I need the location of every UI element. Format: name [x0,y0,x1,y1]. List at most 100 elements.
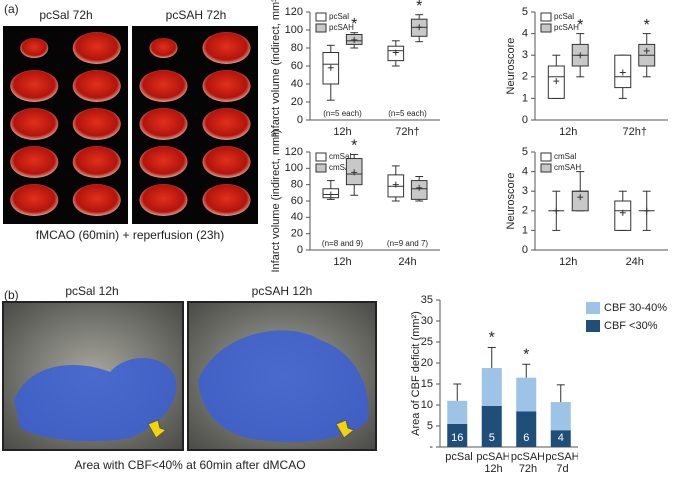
bar-segment [447,423,468,447]
y-tick-label: 5 [522,6,528,18]
slice [72,70,121,102]
cbf-area [198,330,369,443]
y-tick-label: 1 [522,92,528,104]
slice [10,184,59,216]
mean [619,209,626,216]
note: (n=5 each) [388,109,427,118]
bar-segment [481,368,502,406]
bar-segment [550,402,571,431]
slice [72,184,121,216]
caption: Area with CBF<40% at 60min after dMCAO [74,458,305,472]
x-tick-label: 24h [398,256,416,268]
bar-segment [447,400,468,424]
y-tick-label: 60 [291,60,303,72]
legend-swatch [315,12,327,22]
legend-swatch [540,163,552,173]
y-axis-label: Neuroscore [505,173,517,230]
x-tick-label: pcSAH 72h [510,451,544,475]
mean [643,207,650,214]
y-tick-label: 2 [522,205,528,217]
significance: * [644,17,650,34]
y-tick-label: 25 [421,336,433,348]
y-tick-label: 20 [421,357,433,369]
y-tick-label: 60 [291,195,303,207]
y-tick-label: 0 [297,114,303,126]
n-label: 5 [489,432,495,444]
y-tick-label: 3 [522,185,528,197]
slice [10,108,59,140]
slice [72,146,121,178]
mean [553,78,560,85]
slice [10,70,59,102]
bar-segment [516,411,537,447]
note: (n=8 and 9) [322,239,363,248]
mean [577,52,584,59]
brain-slices [10,32,251,216]
mean [416,184,423,191]
x-tick-label-box: pcSal [445,451,473,463]
x-tick-label-box: pcSAH 12h [476,451,509,475]
slice [139,70,188,102]
x-tick-label: 24h [626,256,644,268]
panel-label: (b) [4,288,19,302]
y-axis-label: Area of CBF deficit (mm²) [410,311,422,436]
legend-swatch [315,23,327,33]
y-tick-label: 10 [421,399,433,411]
mean [392,49,399,56]
x-tick-label: pcSAH 7d [545,451,578,475]
y-tick-label: 5 [427,420,433,432]
y-tick-label: 15 [421,378,433,390]
mean [619,69,626,76]
x-tick-label: 12h [333,256,351,268]
legend-label: pcSal [554,12,574,21]
image-label: pcSAH 72h [166,8,227,22]
slice [202,32,251,64]
x-tick-label: 72h† [395,126,419,138]
image-label: pcSAH 12h [252,284,313,298]
x-tick-label-box: pcSAH 72h [510,451,544,475]
y-tick-label: 35 [421,294,433,306]
slice [20,38,49,58]
n-label: 16 [451,432,463,444]
y-tick-label: 100 [285,162,303,174]
y-axis-label: Infarct volume (indirect, mm³) [270,129,282,272]
significance: * [351,138,357,155]
legend-swatch [540,23,552,33]
legend-label: pcSAH [329,23,354,32]
legend-swatch [540,12,552,22]
y-tick-label: 4 [522,166,528,178]
panel-label: (a) [4,2,19,16]
slice [202,70,251,102]
slice [72,108,121,140]
mean [392,181,399,188]
legend-label: pcSAH [554,23,579,32]
mean [327,191,334,198]
bar-segment [516,377,537,412]
significance: * [523,346,529,363]
caption: fMCAO (60min) + reperfusion (23h) [36,228,224,242]
legend-label: cmSAH [554,163,581,172]
y-axis-label: Infarct volume (indirect, mm³) [270,0,282,138]
legend-label: pcSal [329,12,349,21]
x-tick-label: 12h [559,126,577,138]
note: (n=9 and 7) [387,239,428,248]
y-tick-label: 40 [291,78,303,90]
mean [351,36,358,43]
note: (n=5 each) [323,109,362,118]
mean [577,194,584,201]
mean [553,207,560,214]
y-tick-label: 3 [522,49,528,61]
legend-swatch [315,163,327,173]
mean [351,169,358,176]
legend-swatch [586,302,600,314]
y-tick-label: 120 [285,6,303,18]
y-tick-label: 120 [285,146,303,158]
cbf-area [14,358,177,442]
x-tick-label-box: pcSAH 7d [545,451,578,475]
y-tick-label: 4 [522,28,528,40]
mean [327,64,334,71]
arrow [335,419,356,439]
slice [202,108,251,140]
legend-label: cmSal [554,152,576,161]
